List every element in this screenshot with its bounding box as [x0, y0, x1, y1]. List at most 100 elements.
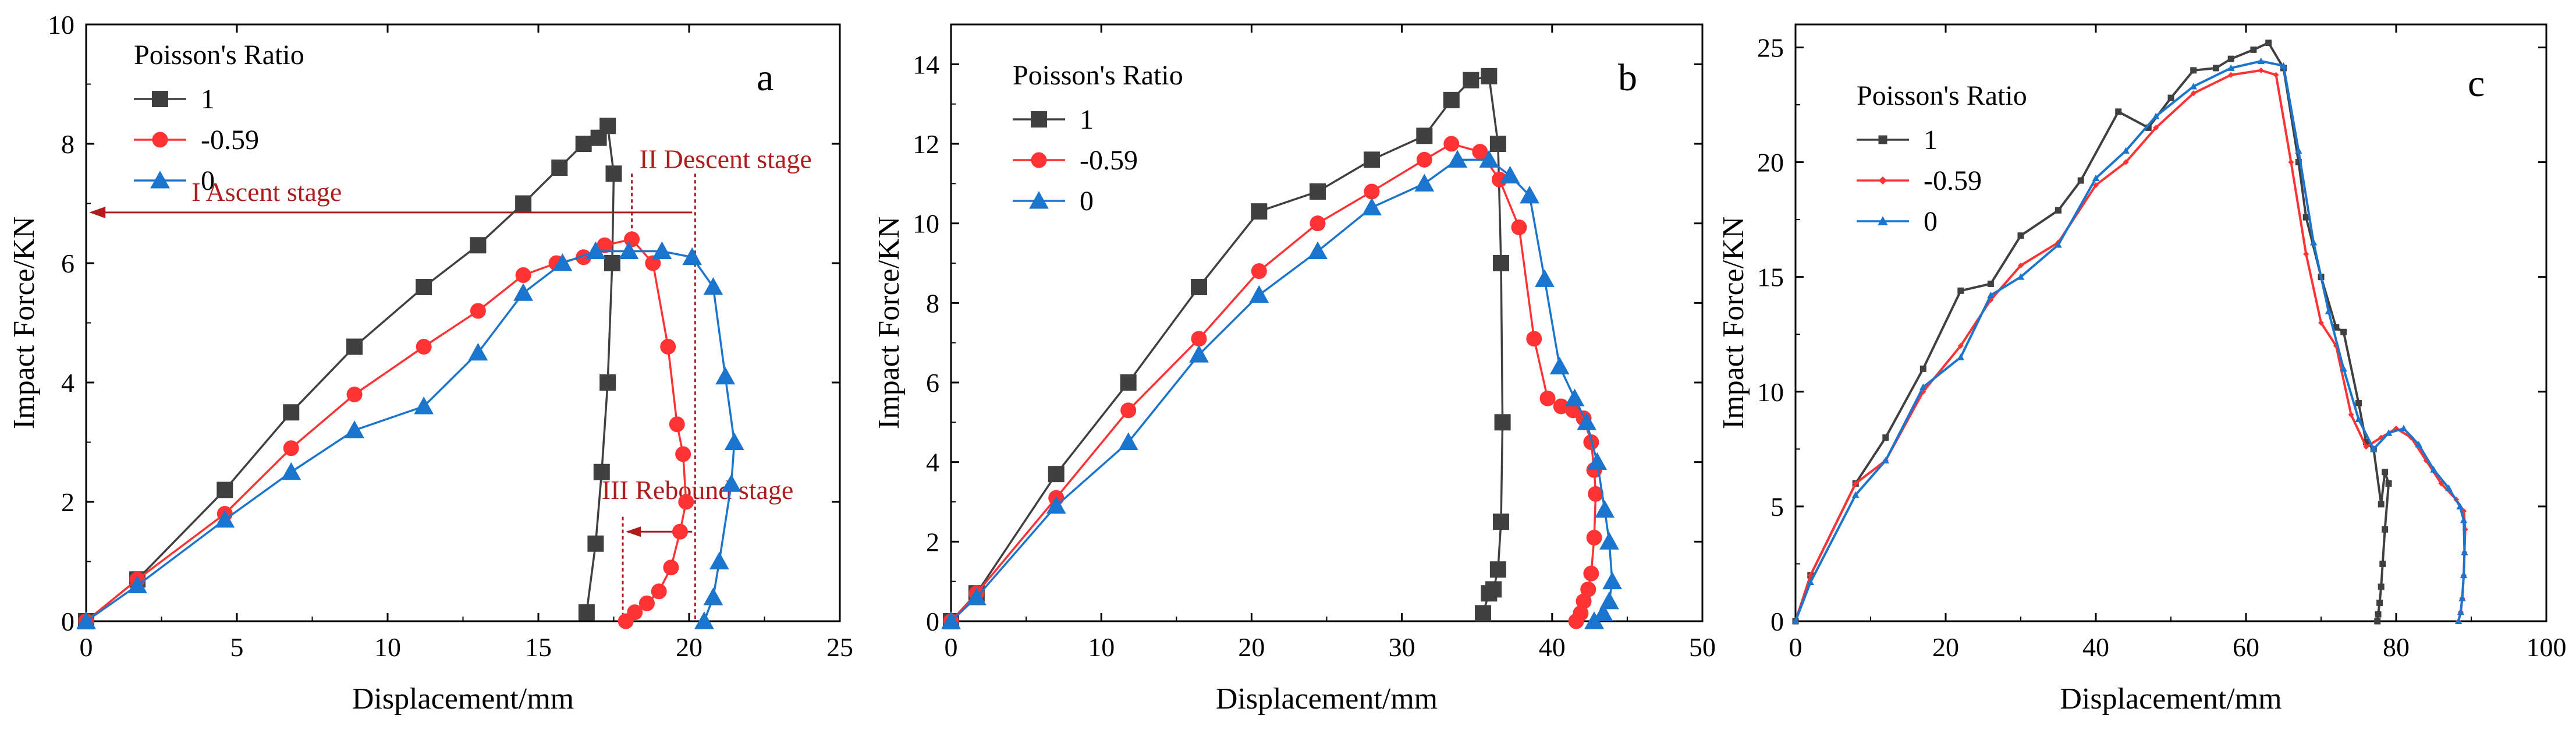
data-point	[2374, 618, 2381, 625]
y-tick-label: 12	[913, 129, 939, 159]
data-point	[2077, 177, 2084, 184]
data-point	[217, 481, 233, 498]
data-point	[2258, 67, 2264, 73]
data-point	[599, 118, 616, 134]
y-tick-label: 6	[926, 368, 939, 398]
data-point	[2055, 241, 2062, 248]
data-point	[552, 253, 573, 271]
data-point	[2400, 424, 2408, 431]
data-point	[1526, 331, 1542, 347]
x-tick-label: 10	[1088, 632, 1115, 662]
x-tick-label: 25	[826, 632, 853, 662]
panel-label: c	[2468, 62, 2485, 105]
panel-label: a	[757, 56, 773, 99]
data-point	[76, 611, 96, 629]
data-point	[1599, 532, 1619, 550]
data-point	[675, 446, 691, 462]
data-point	[1481, 68, 1498, 84]
data-point	[2018, 262, 2024, 268]
data-point	[2461, 548, 2468, 555]
legend-label: 1	[1080, 104, 1094, 135]
x-axis-title: Displacement/mm	[2060, 682, 2282, 716]
data-point	[1472, 144, 1488, 160]
data-point	[1957, 287, 1964, 294]
data-point	[618, 613, 634, 629]
legend-title: Poisson's Ratio	[134, 40, 304, 70]
data-point	[1535, 269, 1555, 287]
x-axis-title: Displacement/mm	[1216, 682, 1438, 716]
data-point	[2309, 239, 2318, 246]
legend-marker	[152, 132, 168, 148]
series-line	[1794, 41, 2390, 622]
data-point	[715, 366, 736, 385]
data-point	[1500, 165, 1520, 184]
data-point	[2363, 444, 2369, 450]
data-point	[1493, 514, 1510, 530]
data-point	[2123, 159, 2129, 165]
data-point	[1364, 183, 1380, 200]
data-point	[2355, 415, 2362, 423]
legend-label: 0	[1924, 206, 1938, 237]
x-tick-label: 40	[2082, 632, 2109, 662]
x-tick-label: 0	[945, 632, 958, 662]
data-point	[1362, 197, 1382, 215]
legend-marker	[1031, 152, 1047, 168]
legend-label: 0	[201, 165, 215, 196]
data-point	[941, 611, 961, 629]
y-tick-label: 5	[1770, 492, 1784, 522]
data-point	[1595, 500, 1615, 518]
data-point	[2457, 608, 2465, 615]
chart-panel-b: 0 10 20 30 40 5002468101214Displacement/mmImp…	[872, 23, 1716, 716]
series-line	[1794, 69, 2467, 622]
data-point	[624, 231, 640, 247]
data-point	[1957, 342, 1964, 349]
plot-frame	[85, 23, 841, 622]
data-point	[1588, 486, 1604, 502]
data-point	[345, 420, 364, 438]
data-point	[416, 279, 432, 295]
data-point	[2303, 251, 2309, 257]
data-point	[1046, 495, 1066, 514]
data-point	[1987, 280, 1994, 287]
data-point	[1987, 291, 1995, 299]
chart-panel-c: 0 20 40 60 80 1000510152025Displacement/mmImp…	[1717, 23, 2567, 716]
series-0	[941, 150, 1622, 629]
data-point	[2454, 617, 2463, 624]
data-point	[669, 416, 685, 433]
data-point	[651, 583, 667, 600]
data-point	[663, 560, 679, 576]
data-point	[694, 611, 714, 629]
y-tick-label: 2	[61, 487, 74, 517]
data-point	[1919, 365, 1926, 372]
x-tick-label: 0	[80, 632, 93, 662]
data-point	[346, 338, 363, 355]
x-tick-label: 30	[1389, 632, 1415, 662]
data-point	[1576, 593, 1592, 610]
data-point	[2445, 484, 2453, 491]
data-point	[2190, 90, 2197, 97]
y-axis-title: Impact Force/KN	[872, 217, 906, 429]
data-point	[515, 267, 531, 283]
data-point	[1957, 353, 1965, 360]
data-point	[1791, 617, 1800, 624]
data-point	[2115, 108, 2122, 115]
y-tick-label: 25	[1757, 33, 1784, 62]
data-point	[1489, 136, 1506, 152]
data-point	[1587, 452, 1608, 470]
series--0.59	[78, 231, 694, 629]
legend-marker	[1029, 191, 1049, 209]
ascent-stage-label: I Ascent stage	[191, 177, 342, 207]
data-point	[1520, 185, 1539, 204]
x-tick-label: 20	[1932, 632, 1959, 662]
x-tick-label: 20	[1238, 632, 1265, 662]
data-point	[1602, 571, 1622, 590]
data-point	[578, 604, 595, 621]
y-tick-label: 10	[1757, 377, 1784, 407]
series-line	[1794, 60, 2466, 622]
data-point	[2190, 83, 2197, 90]
data-point	[1475, 605, 1492, 622]
data-point	[2190, 67, 2197, 74]
data-point	[2017, 273, 2025, 280]
data-point	[551, 160, 568, 176]
data-point	[1489, 561, 1506, 578]
